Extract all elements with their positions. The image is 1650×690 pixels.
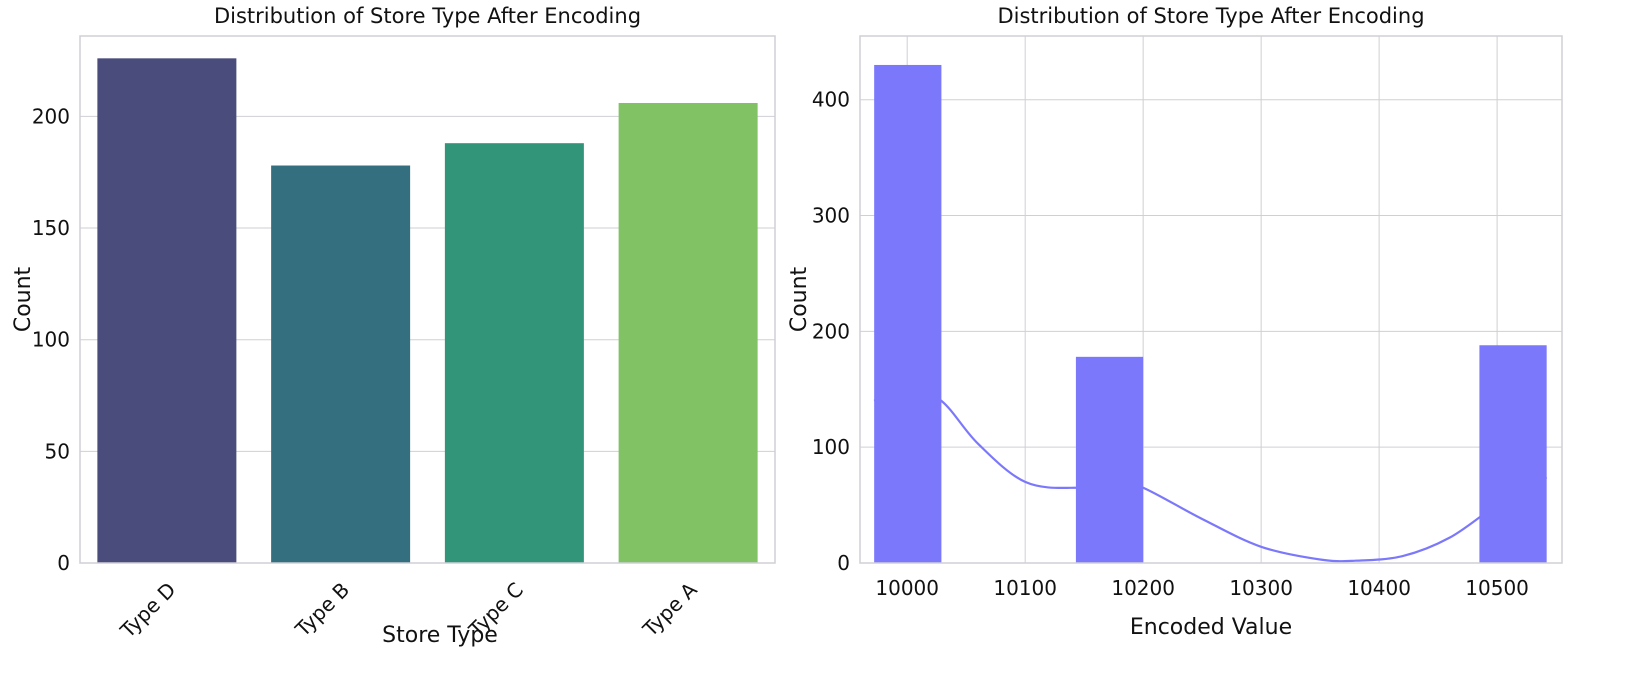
x-tick-label: Type D xyxy=(115,578,181,644)
y-tick-label: 100 xyxy=(812,435,850,459)
bar xyxy=(444,143,584,563)
x-tick-label: Type B xyxy=(290,578,354,642)
x-tick-label: 10200 xyxy=(1111,576,1175,600)
kde-curve xyxy=(873,385,1548,563)
x-tick-label: 10400 xyxy=(1347,576,1411,600)
histogram-bar xyxy=(1479,345,1547,563)
x-tick-label: Type A xyxy=(637,577,702,642)
y-tick-label: 0 xyxy=(57,551,70,575)
y-tick-label: 100 xyxy=(32,328,70,352)
x-tick-labels: 10000 10100 10200 10300 10400 10500 xyxy=(875,576,1529,600)
x-axis-label: Encoded Value xyxy=(1130,615,1292,640)
x-tick-label: 10000 xyxy=(875,576,939,600)
chart-title: Distribution of Store Type After Encodin… xyxy=(214,4,641,28)
bar xyxy=(97,58,237,564)
bar xyxy=(618,102,758,564)
x-tick-label: 10100 xyxy=(993,576,1057,600)
chart-title: Distribution of Store Type After Encodin… xyxy=(997,4,1424,28)
y-tick-label: 200 xyxy=(32,104,70,128)
gridlines xyxy=(860,36,1562,564)
y-axis-label: Count xyxy=(787,266,812,332)
x-axis-label: Store Type xyxy=(382,623,498,648)
histogram-bar xyxy=(1075,356,1144,563)
x-tick-label: 10500 xyxy=(1465,576,1529,600)
histogram-bar xyxy=(874,64,942,563)
y-tick-label: 0 xyxy=(837,551,850,575)
y-tick-label: 150 xyxy=(32,216,70,240)
bars xyxy=(97,58,758,564)
y-axis-label: Count xyxy=(11,266,36,332)
histogram-bins xyxy=(874,64,1547,563)
y-tick-label: 200 xyxy=(812,319,850,343)
bar xyxy=(271,165,411,563)
x-tick-label: 10300 xyxy=(1229,576,1293,600)
plot-frame xyxy=(859,35,1563,564)
plot-frame xyxy=(79,35,776,564)
y-tick-label: 50 xyxy=(45,439,70,463)
y-tick-labels: 0 50 100 150 200 xyxy=(32,104,70,575)
y-tick-label: 300 xyxy=(812,204,850,228)
y-tick-label: 400 xyxy=(812,88,850,112)
y-tick-labels: 0 100 200 300 400 xyxy=(812,88,850,575)
